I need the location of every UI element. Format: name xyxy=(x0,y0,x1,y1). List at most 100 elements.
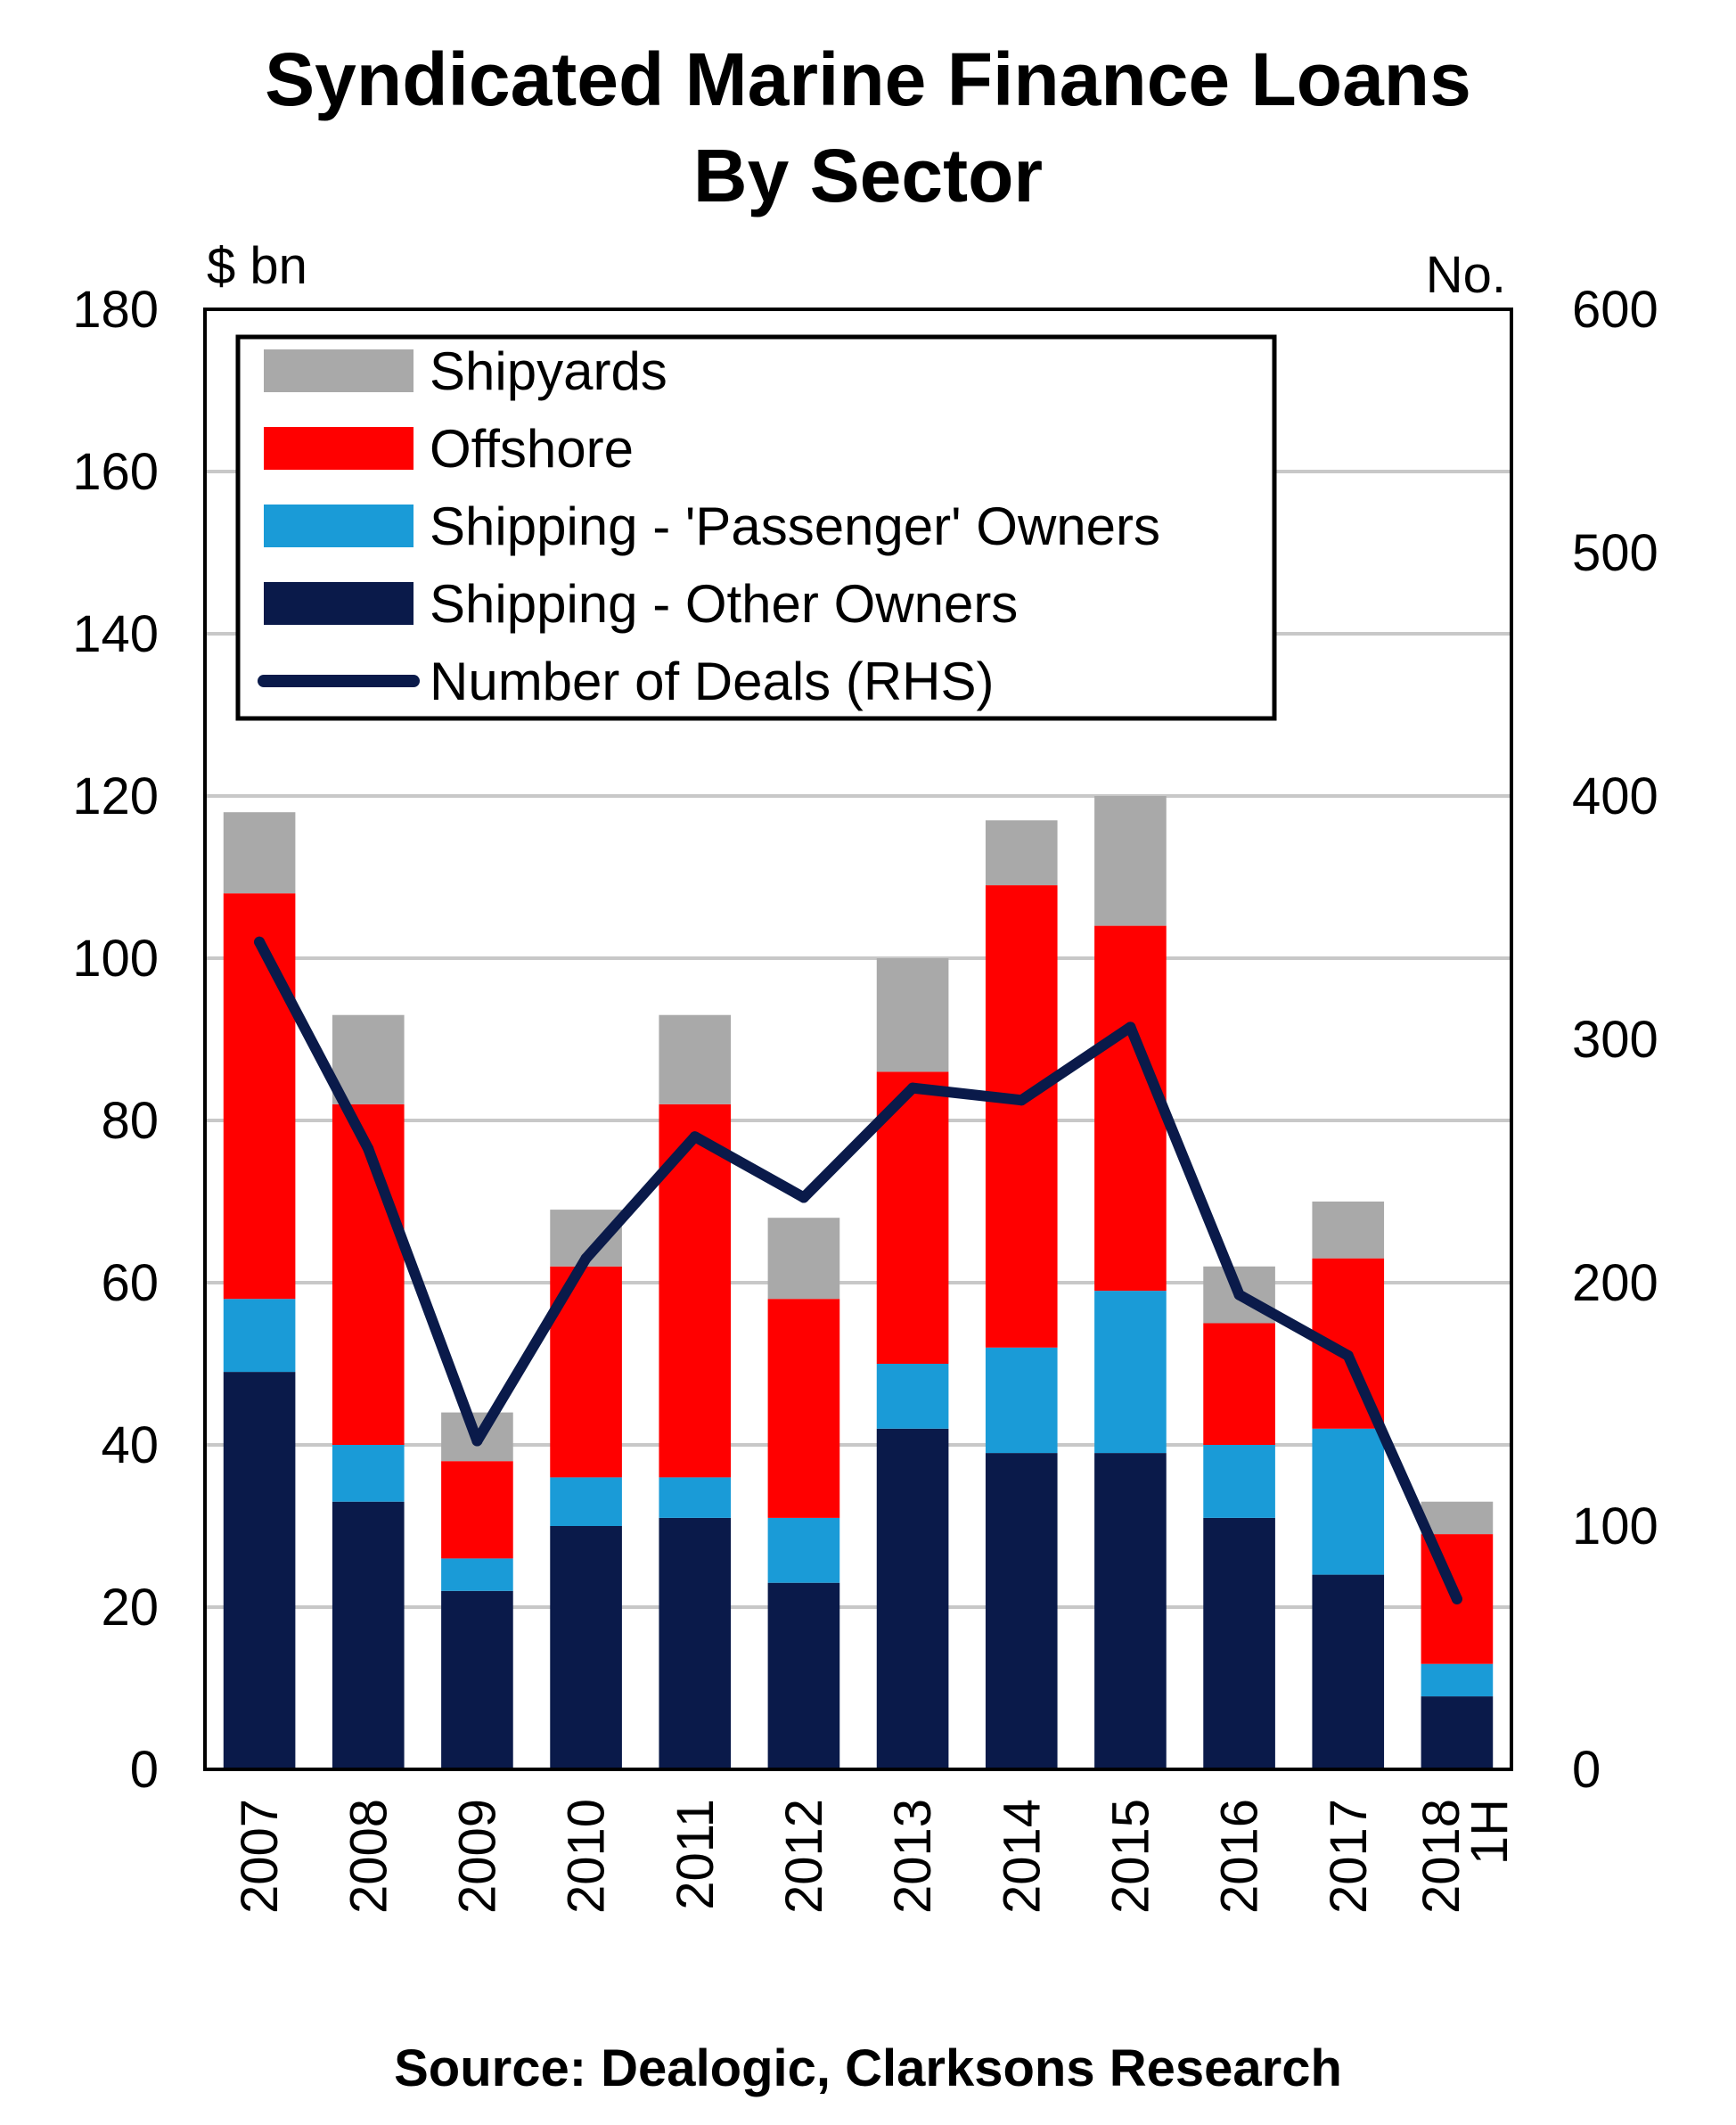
legend-label-number-of-deals-rhs: Number of Deals (RHS) xyxy=(430,652,995,711)
x-tick-label-2007: 2007 xyxy=(231,1799,289,1914)
deals-point-2015 xyxy=(1125,1021,1136,1033)
x-tick-label-2009: 2009 xyxy=(448,1799,506,1914)
x-tick-label-2011: 2011 xyxy=(667,1799,725,1910)
x-tick-label-2012: 2012 xyxy=(775,1799,833,1914)
bar-shipping-passenger-owners-2012 xyxy=(767,1517,840,1583)
left-axis-unit-label: $ bn xyxy=(207,237,307,295)
x-axis: 2007 2008 2009 2010 2011 2012 2013 2014 2015 2016… xyxy=(231,1799,1519,1914)
bar-shipping-passenger-owners-2015 xyxy=(1094,1291,1167,1454)
bar-shipping-other-owners-2009 xyxy=(441,1590,513,1769)
legend: Shipyards Offshore Shipping - 'Passenger' … xyxy=(235,334,1277,721)
chart-title-line-2: By Sector xyxy=(693,134,1043,217)
bar-shipyards-2015 xyxy=(1094,796,1167,926)
deals-point-2009 xyxy=(471,1435,483,1447)
legend-swatch-offshore xyxy=(264,427,414,470)
deals-point-2016 xyxy=(1233,1289,1245,1300)
bar-shipping-passenger-owners-2017 xyxy=(1312,1428,1385,1575)
bar-shipping-passenger-owners-2010 xyxy=(550,1477,622,1526)
left-tick-label-100: 100 xyxy=(72,930,159,988)
x-tick-label-2010: 2010 xyxy=(558,1799,616,1914)
x-tick-label-2017: 2017 xyxy=(1320,1799,1378,1914)
bar-shipyards-2017 xyxy=(1312,1202,1385,1259)
right-tick-label-0: 0 xyxy=(1572,1741,1601,1799)
x-tick-label-1h-2018-line-2: 2018 xyxy=(1413,1799,1470,1914)
deals-point-1h-2018 xyxy=(1451,1593,1462,1604)
bar-shipyards-2012 xyxy=(767,1218,840,1300)
legend-swatch-shipping-passenger-owners xyxy=(264,505,414,547)
deals-point-2011 xyxy=(689,1131,700,1143)
bar-shipyards-2011 xyxy=(659,1014,732,1104)
legend-swatch-shipyards xyxy=(264,349,414,392)
legend-label-shipyards: Shipyards xyxy=(430,341,667,401)
deals-point-2013 xyxy=(907,1082,919,1094)
bar-offshore-2009 xyxy=(441,1461,513,1559)
bar-offshore-2015 xyxy=(1094,925,1167,1292)
legend-label-shipping-other-owners: Shipping - Other Owners xyxy=(430,574,1018,634)
plot-frame xyxy=(203,308,1513,1771)
bar-offshore-2012 xyxy=(767,1299,840,1518)
right-tick-label-500: 500 xyxy=(1572,524,1658,582)
x-tick-label-2015: 2015 xyxy=(1101,1799,1159,1914)
bar-shipping-other-owners-2012 xyxy=(767,1582,840,1769)
bar-shipping-passenger-owners-1h-2018 xyxy=(1421,1663,1494,1697)
bar-shipping-other-owners-2016 xyxy=(1203,1517,1275,1769)
right-axis-unit-label: No. xyxy=(1426,246,1506,304)
left-tick-label-180: 180 xyxy=(72,281,159,339)
bar-shipyards-2008 xyxy=(332,1014,405,1104)
bar-offshore-2007 xyxy=(223,893,296,1300)
legend-box xyxy=(235,334,1277,721)
x-tick-label-2014: 2014 xyxy=(993,1799,1051,1914)
right-tick-label-100: 100 xyxy=(1572,1497,1658,1555)
x-tick-label-1h-2018-line-1: 1H xyxy=(1461,1799,1519,1865)
deals-point-2008 xyxy=(363,1143,374,1154)
bar-shipping-passenger-owners-2007 xyxy=(223,1299,296,1373)
left-tick-label-140: 140 xyxy=(72,605,159,663)
deals-point-2012 xyxy=(798,1192,809,1203)
left-tick-label-20: 20 xyxy=(101,1579,159,1637)
left-tick-label-0: 0 xyxy=(130,1741,159,1799)
bar-shipyards-2014 xyxy=(985,820,1058,886)
bar-shipping-other-owners-2014 xyxy=(985,1453,1058,1769)
x-tick-label-2016: 2016 xyxy=(1211,1799,1269,1914)
bar-shipping-other-owners-2008 xyxy=(332,1501,405,1769)
deals-point-2017 xyxy=(1342,1350,1354,1361)
legend-swatch-shipping-other-owners xyxy=(264,582,414,625)
right-tick-label-600: 600 xyxy=(1572,281,1658,339)
bar-offshore-2014 xyxy=(985,885,1058,1348)
bar-shipping-passenger-owners-2016 xyxy=(1203,1445,1275,1518)
bar-shipping-other-owners-1h-2018 xyxy=(1421,1696,1494,1769)
chart-title-line-1: Syndicated Marine Finance Loans xyxy=(265,37,1471,121)
bar-shipyards-2013 xyxy=(876,958,949,1072)
right-tick-label-300: 300 xyxy=(1572,1011,1658,1069)
left-tick-label-60: 60 xyxy=(101,1254,159,1312)
deals-line-layer xyxy=(254,936,1462,1604)
left-tick-label-80: 80 xyxy=(101,1092,159,1150)
left-tick-label-120: 120 xyxy=(72,767,159,825)
left-tick-label-40: 40 xyxy=(101,1416,159,1474)
bar-shipping-passenger-owners-2014 xyxy=(985,1347,1058,1454)
deals-point-2014 xyxy=(1016,1095,1028,1106)
left-y-axis: 0 20 40 60 80 100 120 140 160 180 xyxy=(72,281,159,1799)
bar-shipping-passenger-owners-2008 xyxy=(332,1445,405,1502)
bar-shipping-passenger-owners-2011 xyxy=(659,1477,732,1518)
bar-shipyards-2007 xyxy=(223,812,296,894)
bar-shipping-other-owners-2017 xyxy=(1312,1574,1385,1769)
bar-shipping-other-owners-2013 xyxy=(876,1428,949,1769)
x-tick-label-2008: 2008 xyxy=(340,1799,397,1914)
bar-shipping-other-owners-2007 xyxy=(223,1372,296,1769)
right-tick-label-400: 400 xyxy=(1572,767,1658,825)
bar-shipping-other-owners-2011 xyxy=(659,1517,732,1769)
bar-shipping-other-owners-2010 xyxy=(550,1526,622,1769)
right-tick-label-200: 200 xyxy=(1572,1254,1658,1312)
legend-label-shipping-passenger-owners: Shipping - 'Passenger' Owners xyxy=(430,496,1160,556)
legend-label-offshore: Offshore xyxy=(430,419,634,479)
right-y-axis: 0 100 200 300 400 500 600 xyxy=(1572,281,1658,1799)
deals-point-2007 xyxy=(254,936,266,948)
deals-line xyxy=(254,936,1462,1604)
left-tick-label-160: 160 xyxy=(72,443,159,501)
bar-shipping-passenger-owners-2013 xyxy=(876,1364,949,1429)
source-note: Source: Dealogic, Clarksons Research xyxy=(394,2039,1342,2097)
bar-shipyards-1h-2018 xyxy=(1421,1501,1494,1535)
bar-offshore-2013 xyxy=(876,1071,949,1364)
